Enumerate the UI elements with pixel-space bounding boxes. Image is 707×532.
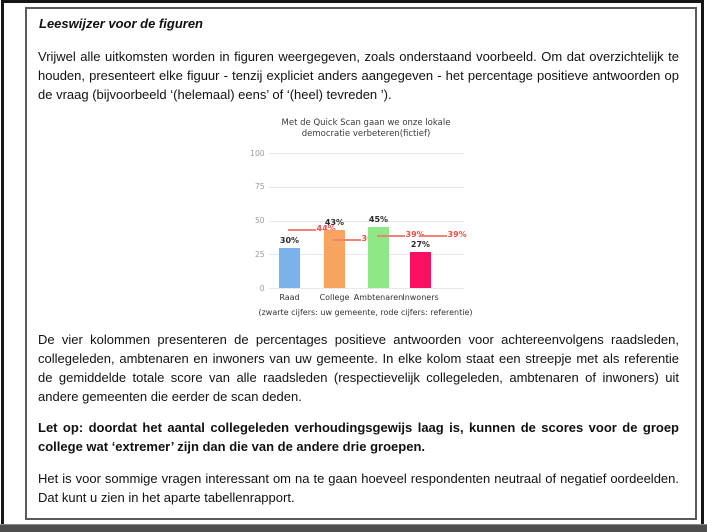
- reference-label-raad: 44%: [316, 223, 336, 233]
- x-axis-label-raad: Raad: [279, 293, 300, 302]
- example-bar-chart: Met de Quick Scan gaan we onze lokale de…: [241, 118, 491, 320]
- intro-paragraph: Vrijwel alle uitkomsten worden in figure…: [38, 49, 679, 102]
- bar-value-label-inwoners: 27%: [410, 239, 431, 249]
- gridline-100: [268, 153, 464, 154]
- page-title: Leeswijzer voor de figuren: [39, 16, 203, 31]
- bar-raad: [279, 247, 300, 288]
- content-box: Leeswijzer voor de figuren Vrijwel alle …: [25, 7, 697, 520]
- y-axis-tick-50: 50: [254, 216, 265, 225]
- closing-paragraph: Het is voor sommige vragen interessant o…: [38, 471, 679, 505]
- gridline-25: [268, 254, 464, 256]
- reference-line-inwoners: [418, 235, 447, 238]
- reference-label-inwoners: 39%: [447, 230, 467, 240]
- bar-value-label-college: 43%: [324, 217, 345, 227]
- gridline-0: [268, 288, 464, 289]
- y-axis-tick-0: 0: [259, 283, 265, 293]
- x-axis-label-ambtenaren: Ambtenaren: [353, 293, 404, 302]
- bar-inwoners: [410, 251, 431, 288]
- reference-line-ambtenaren: [376, 235, 405, 238]
- page-frame-top: [1, 0, 704, 3]
- y-axis-tick-100: 100: [250, 148, 265, 158]
- bar-college: [324, 229, 345, 288]
- chart-title: Met de Quick Scan gaan we onze lokale de…: [281, 118, 451, 139]
- y-axis-tick-25: 25: [254, 249, 265, 259]
- reference-line-college: [332, 239, 361, 242]
- gridline-75: [268, 186, 464, 188]
- chart-caption: (zwarte cijfers: uw gemeente, rode cijfe…: [258, 308, 473, 317]
- x-axis-label-college: College: [319, 293, 350, 302]
- y-axis-tick-75: 75: [254, 182, 265, 192]
- reference-label-ambtenaren: 39%: [405, 230, 425, 240]
- bar-value-label-raad: 30%: [279, 235, 300, 245]
- page-frame-left: [1, 0, 4, 525]
- bar-ambtenaren: [368, 227, 389, 288]
- page-bottom-edge: [0, 524, 707, 532]
- bar-value-label-ambtenaren: 45%: [368, 215, 389, 225]
- x-axis-label-inwoners: Inwoners: [402, 293, 439, 302]
- note-paragraph: Let op: doordat het aantal collegeleden …: [38, 420, 679, 454]
- gridline-50: [268, 220, 464, 222]
- page-frame-right: [701, 0, 704, 525]
- explanation-paragraph: De vier kolommen presenteren de percenta…: [38, 332, 679, 404]
- reference-line-raad: [287, 228, 316, 231]
